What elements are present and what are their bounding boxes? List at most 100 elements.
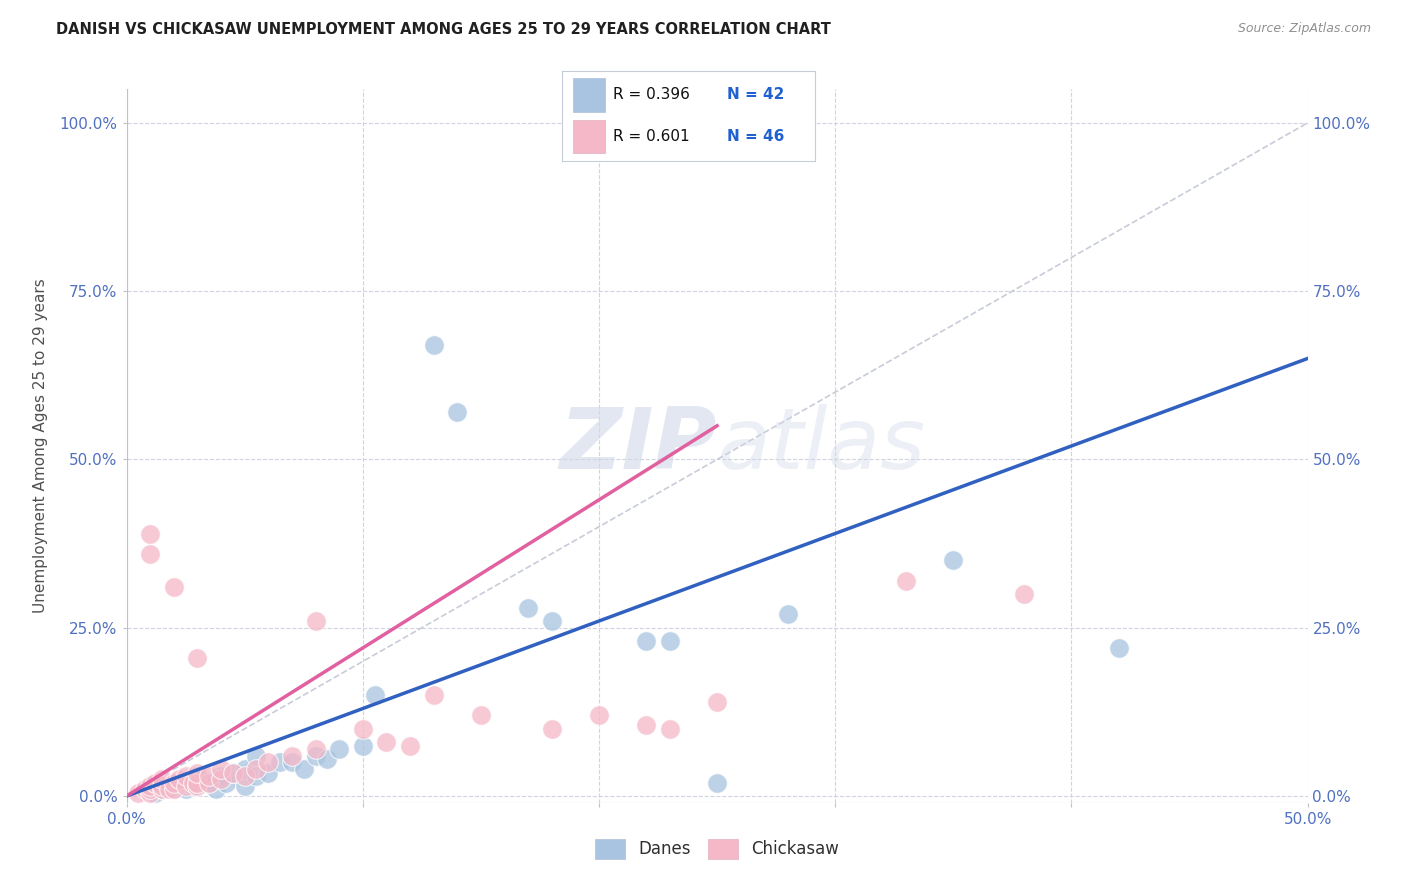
Point [304,742,326,756]
Point [186,769,208,783]
Text: atlas: atlas [717,404,925,488]
Point [139,526,162,541]
Point [292,762,315,776]
Point [181,775,204,789]
Point [245,748,267,763]
Point [139,779,162,793]
Point [139,786,162,800]
Point [588,708,610,723]
Point [281,748,304,763]
Y-axis label: Unemployment Among Ages 25 to 29 years: Unemployment Among Ages 25 to 29 years [34,278,48,614]
Point [163,782,186,797]
Point [269,756,291,770]
Text: R = 0.396: R = 0.396 [613,87,690,102]
Point [215,775,238,789]
Bar [572,120,606,153]
Point [139,779,162,793]
Point [198,775,221,789]
Point [233,779,256,793]
Point [540,614,562,628]
Legend: Danes, Chickasaw: Danes, Chickasaw [589,832,845,866]
Point [422,688,444,702]
Point [198,775,221,789]
Point [446,405,468,419]
Point [139,782,162,797]
Point [186,779,208,793]
Point [174,775,197,789]
Point [143,775,166,789]
Point [143,786,166,800]
Point [150,779,173,793]
Point [894,574,917,588]
Point [139,547,162,561]
Point [157,782,180,797]
Text: N = 42: N = 42 [727,87,785,102]
Point [245,762,267,776]
Point [540,722,562,736]
Point [658,634,681,648]
Point [157,779,180,793]
Point [304,748,326,763]
Point [352,722,374,736]
Point [191,772,214,787]
Point [422,338,444,352]
Point [706,775,728,789]
Point [134,782,156,797]
Point [167,779,190,793]
Point [658,722,681,736]
Point [127,786,149,800]
Point [636,718,658,732]
Point [209,772,232,787]
Point [186,775,208,789]
Point [245,769,267,783]
Point [167,772,190,787]
Point [174,779,197,793]
Bar [572,78,606,112]
Point [257,765,280,780]
Point [352,739,374,753]
Text: DANISH VS CHICKASAW UNEMPLOYMENT AMONG AGES 25 TO 29 YEARS CORRELATION CHART: DANISH VS CHICKASAW UNEMPLOYMENT AMONG A… [56,22,831,37]
Point [209,769,232,783]
Point [181,779,204,793]
Point [233,769,256,783]
Point [399,739,422,753]
Point [163,580,186,594]
Point [150,782,173,797]
Text: Source: ZipAtlas.com: Source: ZipAtlas.com [1237,22,1371,36]
Point [150,782,173,797]
Point [304,614,326,628]
Point [328,742,350,756]
Point [174,769,197,783]
Point [470,708,492,723]
Point [233,762,256,776]
Point [186,651,208,665]
Point [205,782,228,797]
Point [174,782,197,797]
Point [942,553,965,567]
Text: R = 0.601: R = 0.601 [613,129,689,144]
Point [636,634,658,648]
Point [150,772,173,787]
Point [209,762,232,776]
Point [1108,640,1130,655]
Point [706,695,728,709]
Point [139,782,162,797]
Point [517,600,540,615]
Text: ZIP: ZIP [560,404,717,488]
Point [163,782,186,797]
Point [257,756,280,770]
Point [222,765,245,780]
Point [281,756,304,770]
Point [163,775,186,789]
Point [186,775,208,789]
Point [316,752,339,766]
Point [186,765,208,780]
Point [1012,587,1035,601]
Point [198,769,221,783]
Text: N = 46: N = 46 [727,129,785,144]
Point [222,765,245,780]
Point [776,607,799,622]
Point [375,735,398,749]
Point [163,775,186,789]
Point [363,688,385,702]
